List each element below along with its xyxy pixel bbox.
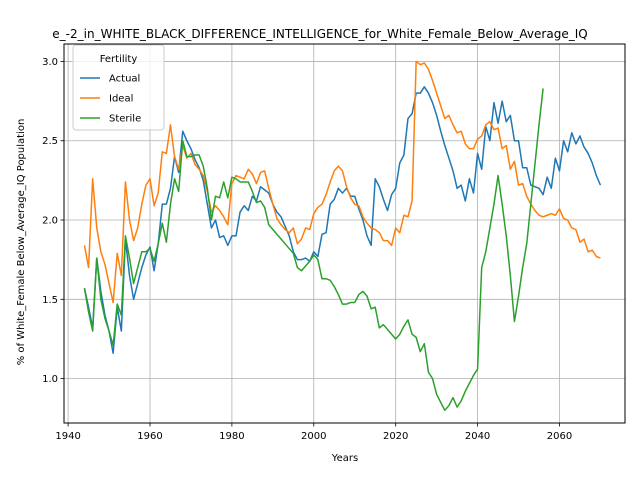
y-tick-label: 2.5 — [42, 136, 58, 147]
y-tick-label: 1.5 — [42, 295, 58, 306]
legend-label-ideal: Ideal — [109, 94, 133, 105]
x-tick-label: 1980 — [219, 431, 244, 442]
x-tick-label: 2020 — [383, 431, 408, 442]
y-tick-label: 2.0 — [42, 216, 58, 227]
legend-box — [72, 44, 165, 131]
chart-title: e_-2_in_WHITE_BLACK_DIFFERENCE_INTELLIGE… — [52, 27, 587, 41]
legend-title: Fertility — [100, 54, 138, 65]
y-axis: 1.0 1.5 2.0 2.5 3.0 — [42, 57, 64, 385]
x-tick-label: 1940 — [55, 431, 80, 442]
x-tick-label: 1960 — [137, 431, 162, 442]
x-axis-title: Years — [331, 453, 358, 464]
plot-frame — [63, 43, 626, 424]
series-line-sterile — [83, 88, 544, 412]
x-tick-label: 2040 — [465, 431, 490, 442]
y-axis-title: % of White_Female Below_Average_IQ Popul… — [16, 119, 27, 366]
legend-label-actual: Actual — [109, 74, 140, 85]
x-tick-label: 2060 — [547, 431, 572, 442]
series-line-ideal — [83, 60, 601, 304]
x-tick-label: 2000 — [301, 431, 326, 442]
y-tick-label: 3.0 — [42, 57, 58, 68]
x-axis: 1940 1960 1980 2000 2020 2040 2060 — [55, 423, 572, 442]
legend: Fertility Actual Ideal Sterile — [72, 44, 165, 131]
y-tick-label: 1.0 — [42, 374, 58, 385]
legend-label-sterile: Sterile — [109, 114, 141, 125]
grid — [64, 44, 625, 423]
series-line-actual — [83, 86, 602, 354]
series-layer — [83, 60, 602, 412]
